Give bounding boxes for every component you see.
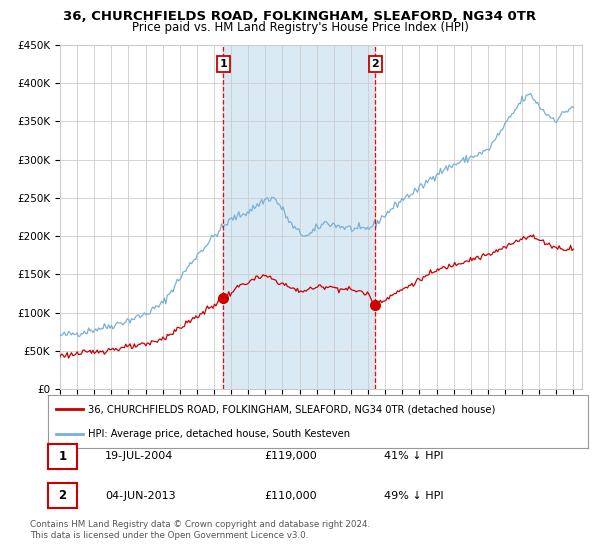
- Text: 49% ↓ HPI: 49% ↓ HPI: [384, 491, 443, 501]
- Text: This data is licensed under the Open Government Licence v3.0.: This data is licensed under the Open Gov…: [30, 531, 308, 540]
- Text: £110,000: £110,000: [264, 491, 317, 501]
- Text: 1: 1: [220, 59, 227, 69]
- Text: HPI: Average price, detached house, South Kesteven: HPI: Average price, detached house, Sout…: [89, 428, 350, 438]
- Text: Contains HM Land Registry data © Crown copyright and database right 2024.: Contains HM Land Registry data © Crown c…: [30, 520, 370, 529]
- Text: £119,000: £119,000: [264, 451, 317, 461]
- Text: 41% ↓ HPI: 41% ↓ HPI: [384, 451, 443, 461]
- Text: 2: 2: [371, 59, 379, 69]
- Text: Price paid vs. HM Land Registry's House Price Index (HPI): Price paid vs. HM Land Registry's House …: [131, 21, 469, 34]
- Bar: [223, 45, 375, 389]
- Text: 04-JUN-2013: 04-JUN-2013: [105, 491, 176, 501]
- Text: 36, CHURCHFIELDS ROAD, FOLKINGHAM, SLEAFORD, NG34 0TR (detached house): 36, CHURCHFIELDS ROAD, FOLKINGHAM, SLEAF…: [89, 404, 496, 414]
- Text: 19-JUL-2004: 19-JUL-2004: [105, 451, 173, 461]
- Text: 2: 2: [58, 489, 67, 502]
- Text: 36, CHURCHFIELDS ROAD, FOLKINGHAM, SLEAFORD, NG34 0TR: 36, CHURCHFIELDS ROAD, FOLKINGHAM, SLEAF…: [64, 10, 536, 23]
- Text: 1: 1: [58, 450, 67, 463]
